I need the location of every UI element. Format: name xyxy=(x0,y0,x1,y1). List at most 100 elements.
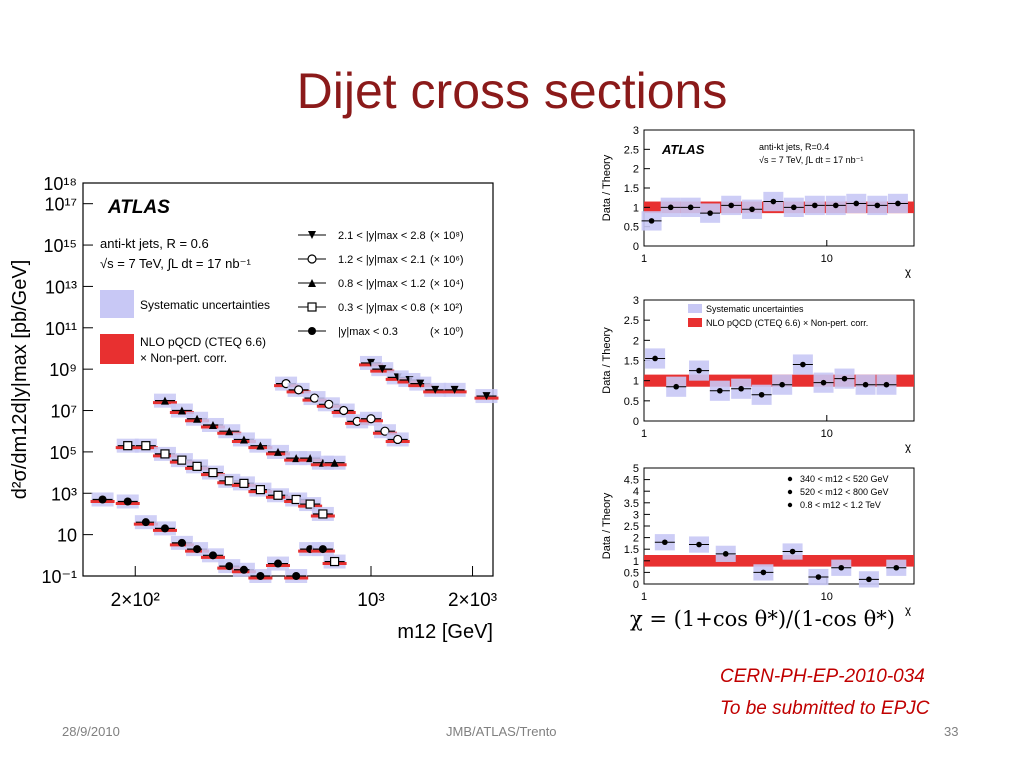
data-point xyxy=(160,524,169,533)
data-point xyxy=(450,385,459,394)
chi-legend-mass-label: 340 < m12 < 520 GeV xyxy=(800,474,889,484)
chi-data-point xyxy=(652,355,658,362)
chi-x-tick-label: 1 xyxy=(641,253,647,265)
y-tick-label: 10³ xyxy=(51,484,77,504)
data-point xyxy=(123,497,132,506)
y-tick-label: 10⁻¹ xyxy=(41,567,77,587)
x-axis-label: m12 [GeV] xyxy=(397,621,493,643)
annotation-energy: √s = 7 TeV, ∫L dt = 17 nb⁻¹ xyxy=(100,256,251,271)
chi-data-point xyxy=(749,206,755,213)
chi-data-point xyxy=(707,210,713,216)
chi-y-axis-label: Data / Theory xyxy=(601,492,613,559)
chi-data-point xyxy=(779,381,785,388)
data-point xyxy=(293,385,304,395)
chi-data-point xyxy=(895,200,901,207)
data-point xyxy=(255,485,266,495)
chi-legend-theory-swatch xyxy=(688,318,702,327)
chi-y-tick-label: 0 xyxy=(633,241,639,253)
legend-marker xyxy=(308,327,316,335)
legend-series-scale: (× 10⁸) xyxy=(430,230,464,242)
data-point xyxy=(141,518,150,527)
chi-data-point xyxy=(673,383,679,390)
chi-data-point xyxy=(758,391,765,398)
legend-series-label: 0.8 < |y|max < 1.2 xyxy=(338,278,426,290)
data-point xyxy=(482,392,491,401)
chi-data-point xyxy=(853,200,860,207)
legend-marker xyxy=(307,302,317,312)
chi-y-tick-label: 3 xyxy=(633,125,639,137)
data-point xyxy=(239,565,248,574)
data-point xyxy=(318,545,327,554)
legend-syst-label: Systematic uncertainties xyxy=(140,298,270,312)
chi-data-point xyxy=(820,379,827,386)
y-tick-label: 10¹⁸ xyxy=(43,174,77,194)
chi-y-axis-label: Data / Theory xyxy=(601,154,613,221)
y-tick-label: 10¹³ xyxy=(45,277,77,297)
chi-chart-middle: 0 0.5 1 1.5 2 2.5 3 1 10 χ Data / Theory Systematic… xyxy=(601,295,915,453)
footer-date: 28/9/2010 xyxy=(62,724,120,739)
data-point xyxy=(273,490,283,500)
data-point xyxy=(366,414,376,424)
chi-data-point xyxy=(893,564,900,571)
data-point xyxy=(177,455,187,465)
chi-chart-top: 0 0.5 1 1.5 2 2.5 3 1 10 χ Data / Theory ATLAS anti-… xyxy=(601,125,915,278)
chi-y-tick-label: 1 xyxy=(633,556,639,568)
data-point xyxy=(339,405,349,416)
chi-annotation-jets: anti-kt jets, R=0.4 xyxy=(759,142,829,152)
legend-series-label: 2.1 < |y|max < 2.8 xyxy=(338,230,426,242)
y-tick-label: 10¹⁷ xyxy=(44,195,77,215)
legend-syst-swatch xyxy=(100,290,134,318)
reference-line-1: CERN-PH-EP-2010-034 xyxy=(720,666,925,687)
chi-data-point xyxy=(838,564,845,571)
chi-y-tick-label: 0 xyxy=(633,579,639,591)
footer-center: JMB/ATLAS/Trento xyxy=(446,724,557,739)
chi-y-tick-label: 1 xyxy=(633,202,639,214)
legend-series-scale: (× 10⁶) xyxy=(430,254,464,266)
chi-y-tick-label: 1 xyxy=(633,376,639,388)
chi-legend-syst-swatch xyxy=(688,304,702,313)
footer-page-number: 33 xyxy=(944,724,959,739)
chi-data-point xyxy=(696,541,702,548)
data-point xyxy=(193,545,202,554)
data-point xyxy=(366,358,375,367)
chi-x-tick-label: 10 xyxy=(821,428,833,440)
chi-x-tick-label: 10 xyxy=(821,253,833,265)
chi-y-tick-label: 2.5 xyxy=(624,315,639,327)
chi-legend-mass-marker xyxy=(787,489,793,495)
data-point xyxy=(324,399,334,409)
chi-legend-theory-label: NLO pQCD (CTEQ 6.6) × Non-pert. corr. xyxy=(706,318,868,328)
atlas-label: ATLAS xyxy=(107,197,170,218)
y-tick-label: 10¹¹ xyxy=(45,319,77,339)
legend-theory-label-2: × Non-pert. corr. xyxy=(140,351,227,365)
chi-data-point xyxy=(728,202,735,209)
chi-data-point xyxy=(812,202,818,209)
chi-data-point xyxy=(738,385,744,392)
chi-y-axis-label: Data / Theory xyxy=(601,327,613,394)
legend-series-label: 1.2 < |y|max < 2.1 xyxy=(338,254,426,266)
data-point xyxy=(378,365,387,374)
y-tick-label: 10⁷ xyxy=(50,402,77,422)
legend-marker xyxy=(308,231,316,239)
chi-data-point xyxy=(841,375,848,382)
chi-y-tick-label: 5 xyxy=(633,463,639,475)
annotation-jets: anti-kt jets, R = 0.6 xyxy=(100,236,209,251)
data-point xyxy=(330,556,340,567)
data-point xyxy=(177,406,186,415)
chi-y-tick-label: 4 xyxy=(633,486,639,498)
chi-data-point xyxy=(862,381,869,388)
chi-y-tick-label: 2 xyxy=(633,533,639,545)
chi-x-axis-label: χ xyxy=(905,265,912,278)
x-tick-label: 10³ xyxy=(357,590,384,611)
data-point xyxy=(239,478,249,488)
data-point xyxy=(160,449,170,459)
data-point xyxy=(256,441,265,450)
chi-legend-syst-label: Systematic uncertainties xyxy=(706,304,804,314)
chi-y-tick-label: 0.5 xyxy=(624,222,639,234)
data-point xyxy=(292,572,301,580)
legend-series-scale: (× 10²) xyxy=(430,302,463,314)
chi-data-point xyxy=(687,204,694,211)
chi-x-tick-label: 1 xyxy=(641,428,647,440)
chi-y-tick-label: 3.5 xyxy=(624,498,639,510)
chi-y-tick-label: 2.5 xyxy=(624,144,639,156)
